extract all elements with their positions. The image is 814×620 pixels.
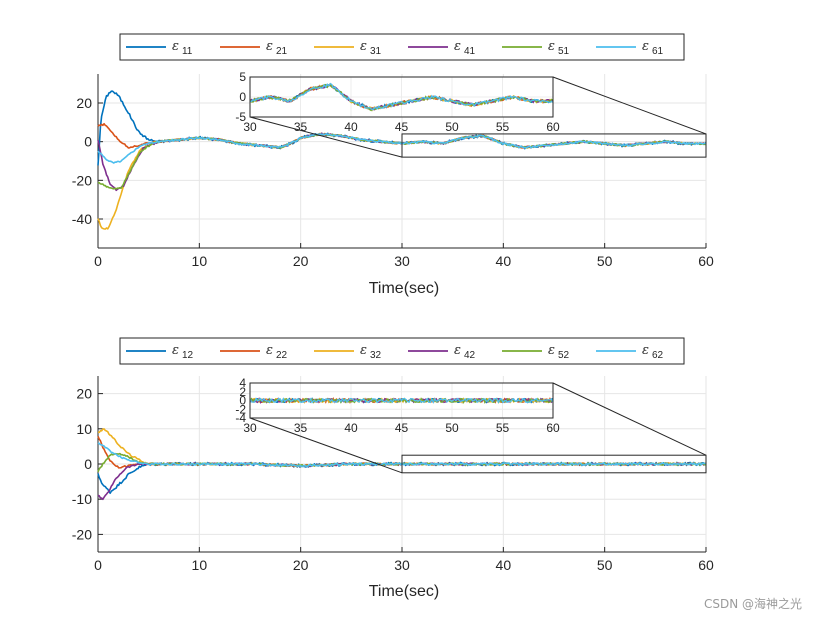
x-tick-label: 10 xyxy=(192,253,208,269)
legend-subscript: 22 xyxy=(276,350,288,361)
y-tick-label: 20 xyxy=(76,386,92,402)
x-tick-label: 0 xyxy=(94,557,102,573)
inset-x-tick-label: 50 xyxy=(445,120,459,134)
legend-subscript: 11 xyxy=(182,46,193,57)
inset-y-tick-label: 4 xyxy=(239,376,246,390)
y-tick-label: 20 xyxy=(76,95,92,111)
x-tick-label: 30 xyxy=(394,557,410,573)
legend: ε 11 ε 21 ε 31 ε 41 ε 51 ε 61 xyxy=(119,33,685,61)
inset-frame xyxy=(249,76,554,118)
legend-subscript: 52 xyxy=(558,350,570,361)
inset-y-tick-label: -2 xyxy=(235,402,246,416)
inset-x-tick-label: 55 xyxy=(496,421,510,435)
x-tick-label: 50 xyxy=(597,557,613,573)
x-axis-label: Time(sec) xyxy=(369,280,440,297)
zoom-region-box xyxy=(401,454,707,474)
y-tick-label: 0 xyxy=(84,456,92,472)
inset-x-tick-label: 35 xyxy=(294,421,308,435)
legend-subscript: 51 xyxy=(558,46,570,57)
inset-y-tick-label: -4 xyxy=(235,411,246,425)
x-tick-label: 20 xyxy=(293,557,309,573)
legend-subscript: 32 xyxy=(370,350,382,361)
legend-subscript: 31 xyxy=(370,46,382,57)
inset-x-tick-label: 50 xyxy=(445,421,459,435)
watermark: CSDN @海神之光 xyxy=(703,597,802,611)
x-tick-label: 10 xyxy=(192,557,208,573)
legend-subscript: 62 xyxy=(652,350,664,361)
inset-x-tick-label: 60 xyxy=(546,421,560,435)
inset-series-line-ε62 xyxy=(249,397,554,404)
x-axis-label: Time(sec) xyxy=(369,583,440,600)
y-tick-label: -20 xyxy=(72,172,92,188)
legend-box xyxy=(119,337,685,365)
y-tick-label: 10 xyxy=(76,421,92,437)
inset-y-tick-label: 0 xyxy=(239,90,246,104)
y-tick-label: -20 xyxy=(72,526,92,542)
x-tick-label: 60 xyxy=(698,557,714,573)
inset-x-tick-label: 40 xyxy=(344,120,358,134)
zoom-connector-line xyxy=(552,76,707,135)
inset-x-tick-label: 60 xyxy=(546,120,560,134)
legend: ε 12 ε 22 ε 32 ε 42 ε 52 ε 62 xyxy=(119,337,685,365)
inset-y-tick-label: 2 xyxy=(239,385,246,399)
legend-subscript: 41 xyxy=(464,46,476,57)
legend-subscript: 42 xyxy=(464,350,476,361)
x-tick-label: 40 xyxy=(496,253,512,269)
inset-x-tick-label: 35 xyxy=(294,120,308,134)
zoom-connector-line xyxy=(552,382,707,456)
x-tick-label: 40 xyxy=(496,557,512,573)
x-tick-label: 50 xyxy=(597,253,613,269)
inset-series-line-ε61 xyxy=(249,82,554,111)
inset-y-tick-label: 5 xyxy=(239,70,246,84)
x-tick-label: 20 xyxy=(293,253,309,269)
inset-x-tick-label: 45 xyxy=(395,120,409,134)
legend-box xyxy=(119,33,685,61)
inset-x-tick-label: 45 xyxy=(395,421,409,435)
inset-x-tick-label: 30 xyxy=(243,120,257,134)
inset-x-tick-label: 40 xyxy=(344,421,358,435)
legend-subscript: 12 xyxy=(182,350,194,361)
zoom-region-box xyxy=(401,133,707,158)
legend-subscript: 21 xyxy=(276,46,288,57)
y-tick-label: 0 xyxy=(84,134,92,150)
legend-subscript: 61 xyxy=(652,46,664,57)
zoom-connector-line xyxy=(249,417,403,474)
x-tick-label: 30 xyxy=(394,253,410,269)
zoom-connector-line xyxy=(249,116,403,158)
inset-x-tick-label: 30 xyxy=(243,421,257,435)
inset-y-tick-label: -5 xyxy=(235,110,246,124)
inset-frame xyxy=(249,382,554,419)
y-tick-label: -40 xyxy=(72,211,92,227)
y-tick-label: -10 xyxy=(72,491,92,507)
x-tick-label: 60 xyxy=(698,253,714,269)
x-tick-label: 0 xyxy=(94,253,102,269)
inset-y-tick-label: 0 xyxy=(239,394,246,408)
inset-x-tick-label: 55 xyxy=(496,120,510,134)
